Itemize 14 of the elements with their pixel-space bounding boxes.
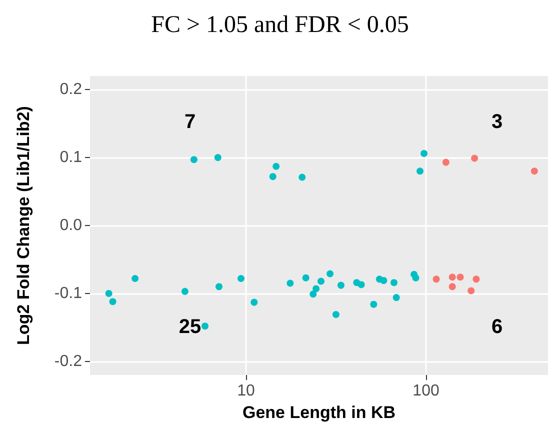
x-tick-label: 100 xyxy=(412,382,440,400)
annotation: 25 xyxy=(178,316,202,338)
annotation: 6 xyxy=(491,316,503,338)
y-tick-label: 0.2 xyxy=(60,81,82,98)
annotation: 7 xyxy=(184,111,196,133)
y-tick-label: -0.2 xyxy=(54,352,82,370)
chart-title: FC > 1.05 and FDR < 0.05 xyxy=(151,12,409,38)
x-tick-label: 10 xyxy=(237,382,255,400)
x-axis-title: Gene Length in KB xyxy=(242,402,396,422)
annotation: 3 xyxy=(491,111,503,133)
y-tick-label: -0.1 xyxy=(54,284,82,302)
y-tick-label: 0.1 xyxy=(60,149,82,166)
y-axis-title: Log2 Fold Change (Lib1/Lib2) xyxy=(14,106,33,345)
y-tick-label: 0.0 xyxy=(60,217,82,234)
